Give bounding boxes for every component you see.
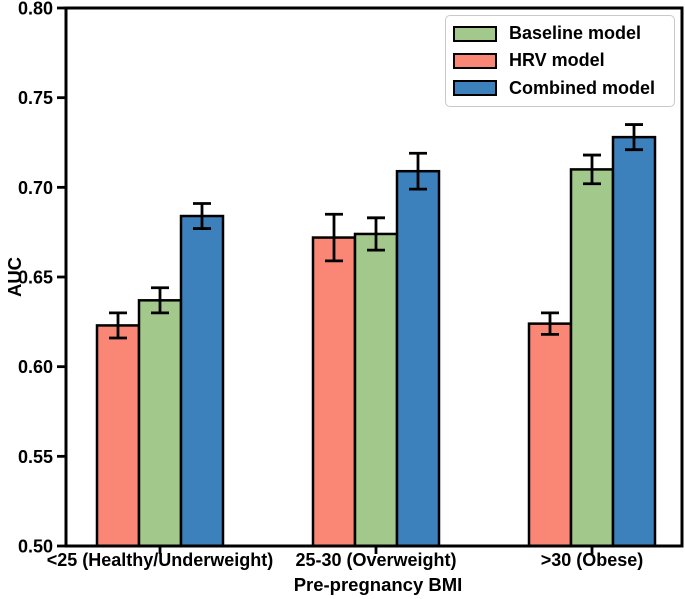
legend-label: Baseline model — [509, 23, 642, 44]
bar-hrv-model-group-0 — [95, 324, 141, 548]
y-axis-title: AUC — [4, 257, 25, 297]
legend: Baseline model HRV model Combined model — [445, 15, 675, 107]
x-axis-title: Pre-pregnancy BMI — [294, 574, 463, 595]
legend-item-combined-model: Combined model — [453, 78, 668, 99]
legend-swatch-baseline-model — [453, 25, 497, 42]
legend-swatch-combined-model — [453, 80, 497, 97]
bar-hrv-model-group-2 — [527, 322, 573, 548]
bar-baseline-model-group-2 — [569, 168, 615, 548]
y-axis-tick-label: 0.65 — [18, 268, 53, 288]
y-axis-tick-label: 0.80 — [18, 0, 53, 19]
bar-combined-model-group-1 — [395, 169, 441, 548]
bar-hrv-model-group-1 — [311, 236, 357, 548]
x-axis-tick-label: 25-30 (Overweight) — [295, 550, 456, 570]
bar-combined-model-group-0 — [179, 214, 225, 548]
legend-swatch-hrv-model — [453, 52, 497, 69]
bar-baseline-model-group-1 — [353, 232, 399, 548]
legend-label: Combined model — [509, 77, 656, 98]
bar-baseline-model-group-0 — [137, 299, 183, 548]
legend-label: HRV model — [509, 50, 605, 71]
bar-combined-model-group-2 — [611, 135, 657, 548]
legend-item-hrv-model: HRV model — [453, 50, 668, 71]
y-axis-tick-label: 0.50 — [18, 537, 53, 557]
y-axis-tick-label: 0.75 — [18, 88, 53, 108]
y-axis-tick-label: 0.70 — [18, 178, 53, 198]
x-axis-tick-label: >30 (Obese) — [541, 550, 644, 570]
x-axis-tick-label: <25 (Healthy/Underweight) — [47, 550, 274, 570]
y-axis-tick-label: 0.55 — [18, 447, 53, 467]
y-axis-tick-label: 0.60 — [18, 357, 53, 377]
legend-item-baseline-model: Baseline model — [453, 23, 668, 44]
